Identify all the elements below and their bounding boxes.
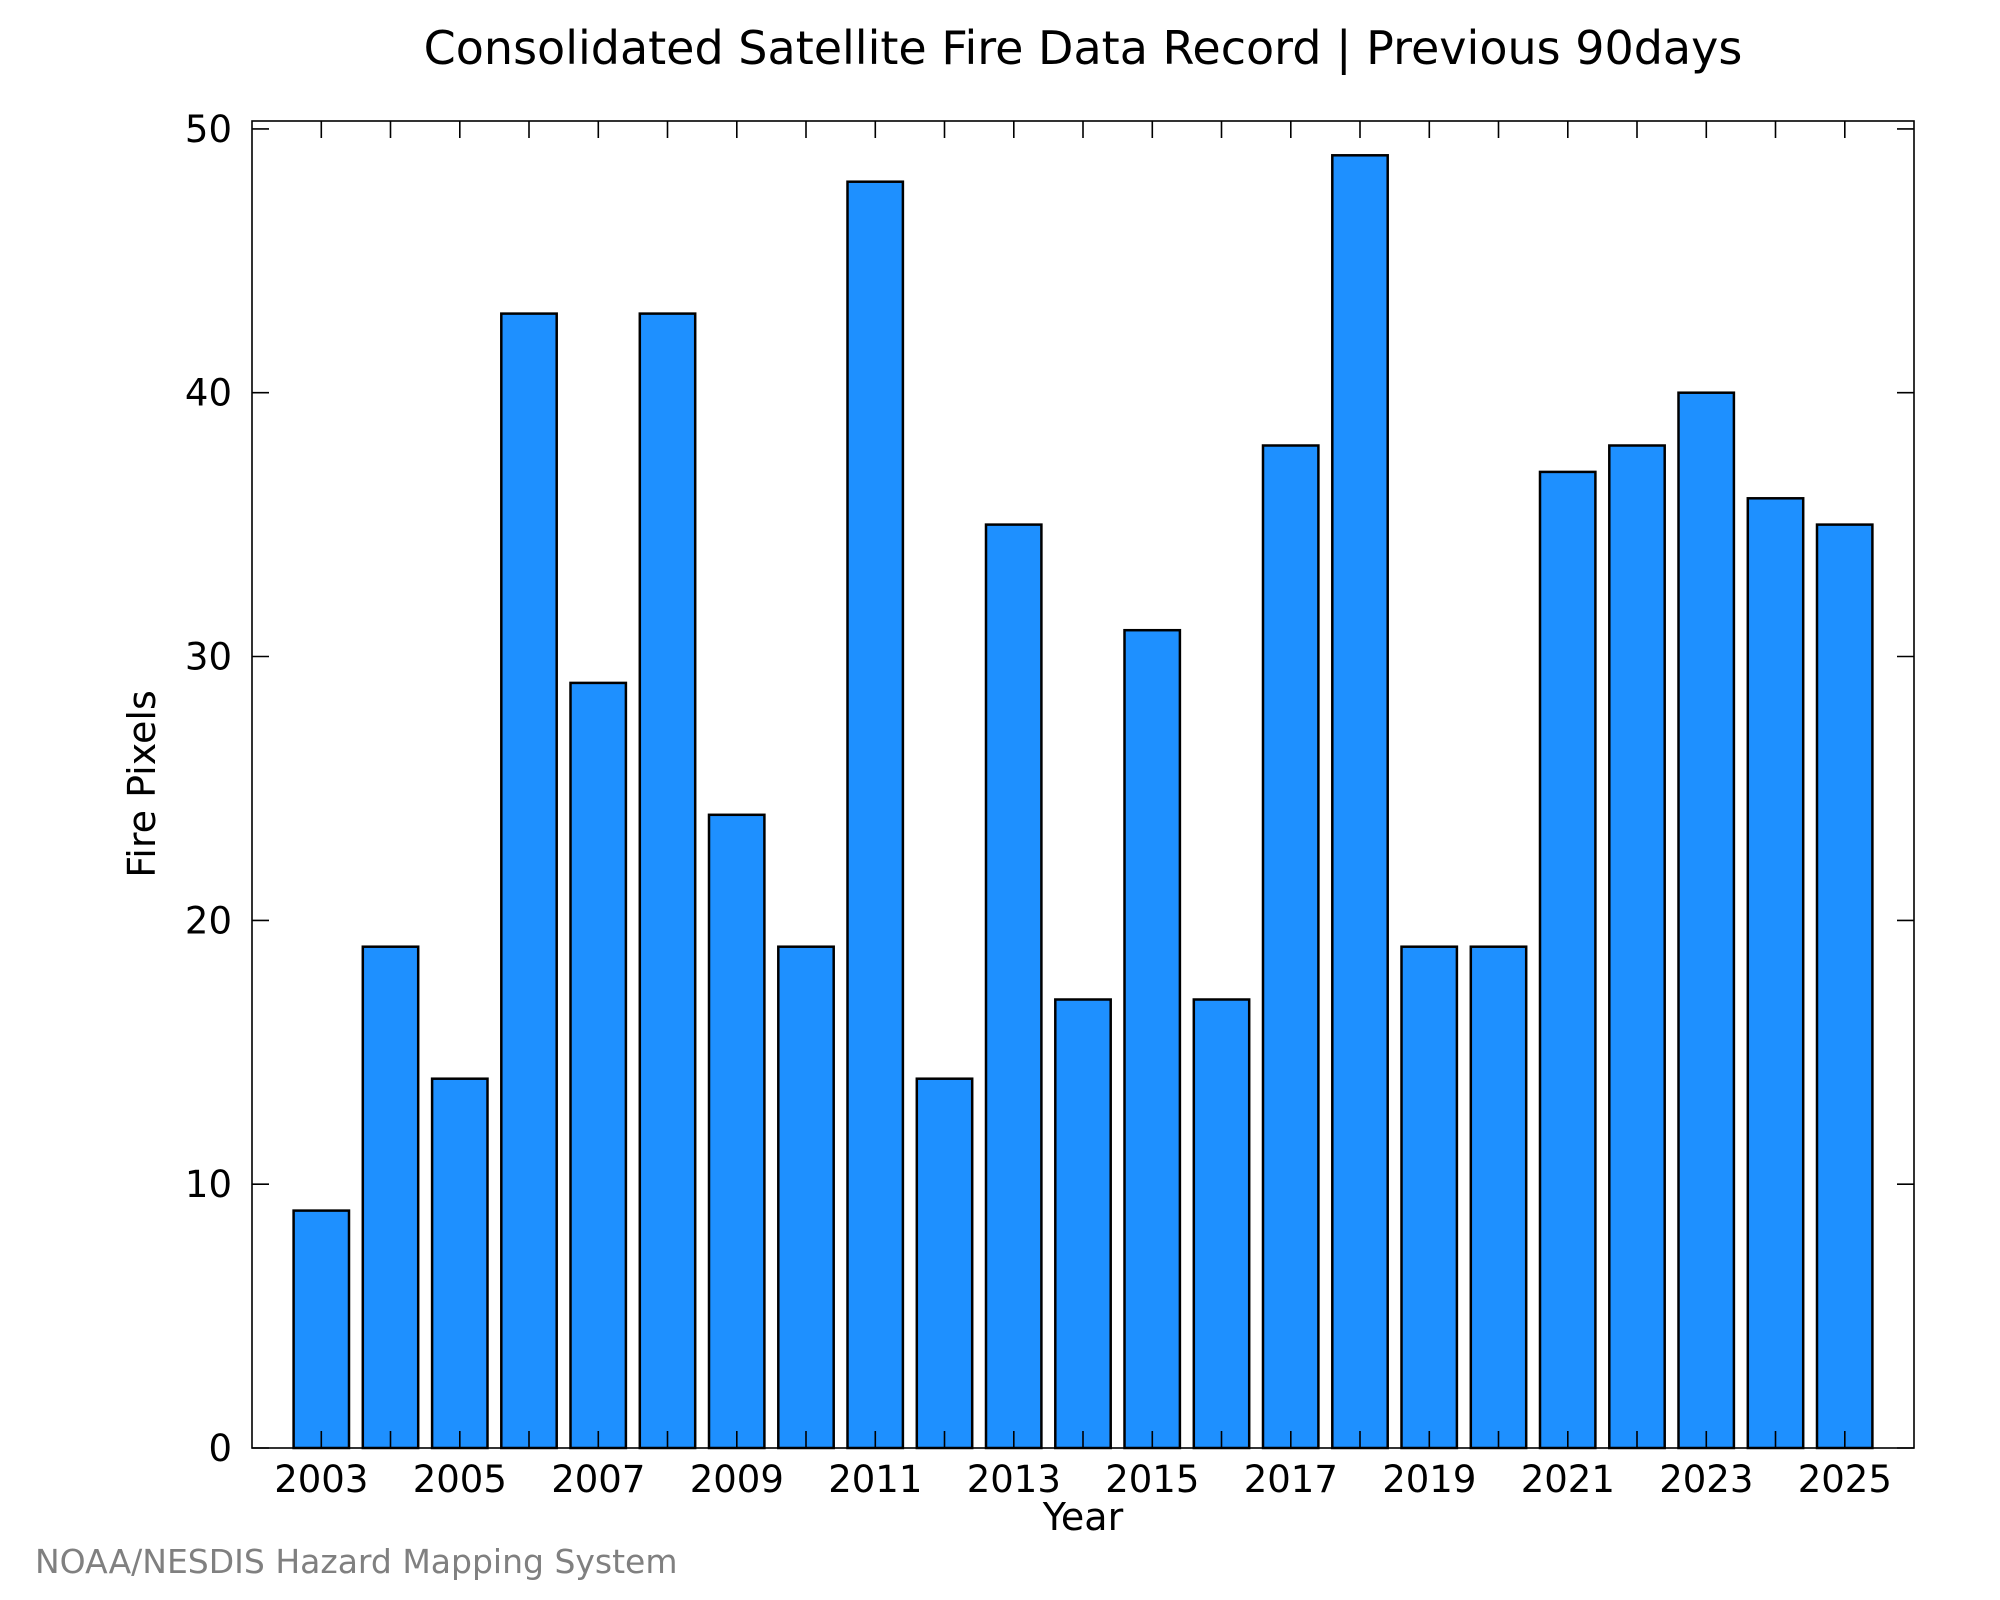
y-tick-label: 30 bbox=[185, 636, 232, 679]
bar-2003 bbox=[292, 1209, 351, 1450]
bar-2011 bbox=[846, 180, 905, 1450]
y-axis: 0 10 20 30 40 50 bbox=[185, 108, 1914, 1470]
x-tick-label-2007: 2007 bbox=[551, 1458, 645, 1501]
x-tick-label-2005: 2005 bbox=[413, 1458, 507, 1501]
bar-2021 bbox=[1538, 470, 1597, 1450]
x-tick-label-2015: 2015 bbox=[1105, 1458, 1199, 1501]
bar-2007 bbox=[569, 681, 628, 1450]
x-tick-label-2009: 2009 bbox=[690, 1458, 784, 1501]
bar-2005 bbox=[430, 1077, 489, 1450]
x-tick-label-2023: 2023 bbox=[1659, 1458, 1753, 1501]
bars-group bbox=[292, 154, 1874, 1450]
bar-2023 bbox=[1677, 391, 1736, 1450]
x-tick-label-2019: 2019 bbox=[1382, 1458, 1476, 1501]
bar-2010 bbox=[777, 945, 835, 1450]
bar-2012 bbox=[915, 1077, 974, 1450]
x-tick-label-2025: 2025 bbox=[1798, 1458, 1892, 1501]
x-axis-label: Year bbox=[1042, 1495, 1124, 1539]
plot-area-frame bbox=[251, 120, 1915, 1449]
bar-2016 bbox=[1192, 998, 1251, 1450]
y-tick-label: 40 bbox=[185, 372, 232, 415]
chart-title: Consolidated Satellite Fire Data Record … bbox=[424, 21, 1743, 76]
bar-2014 bbox=[1054, 998, 1112, 1450]
x-tick-label-2017: 2017 bbox=[1244, 1458, 1338, 1501]
x-axis: 2003 2005 2007 2009 2011 2013 2015 2017 2019 2021… bbox=[274, 121, 1892, 1501]
y-axis-label: Fire Pixels bbox=[120, 690, 164, 878]
x-tick-label-2021: 2021 bbox=[1521, 1458, 1615, 1501]
x-tick-label-2003: 2003 bbox=[274, 1458, 368, 1501]
bar-2009 bbox=[707, 813, 766, 1450]
bar-2018 bbox=[1331, 154, 1389, 1450]
bar-2020 bbox=[1469, 945, 1528, 1450]
y-tick-label: 20 bbox=[185, 899, 232, 942]
bar-2017 bbox=[1261, 444, 1320, 1450]
bar-2008 bbox=[638, 312, 697, 1450]
x-tick-label-2013: 2013 bbox=[967, 1458, 1061, 1501]
bar-2015 bbox=[1123, 628, 1182, 1450]
x-tick-label-2011: 2011 bbox=[828, 1458, 922, 1501]
bar-2019 bbox=[1400, 945, 1459, 1450]
bar-2024 bbox=[1746, 497, 1805, 1450]
y-tick-label: 50 bbox=[185, 108, 232, 151]
bar-2025 bbox=[1815, 523, 1874, 1450]
y-tick-label: 0 bbox=[208, 1427, 232, 1470]
bar-2013 bbox=[984, 523, 1043, 1450]
y-tick-label: 10 bbox=[185, 1163, 232, 1206]
bar-2004 bbox=[361, 945, 420, 1450]
credit-text: NOAA/NESDIS Hazard Mapping System bbox=[35, 1542, 678, 1581]
bar-2022 bbox=[1608, 444, 1666, 1450]
bar-2006 bbox=[500, 312, 558, 1450]
